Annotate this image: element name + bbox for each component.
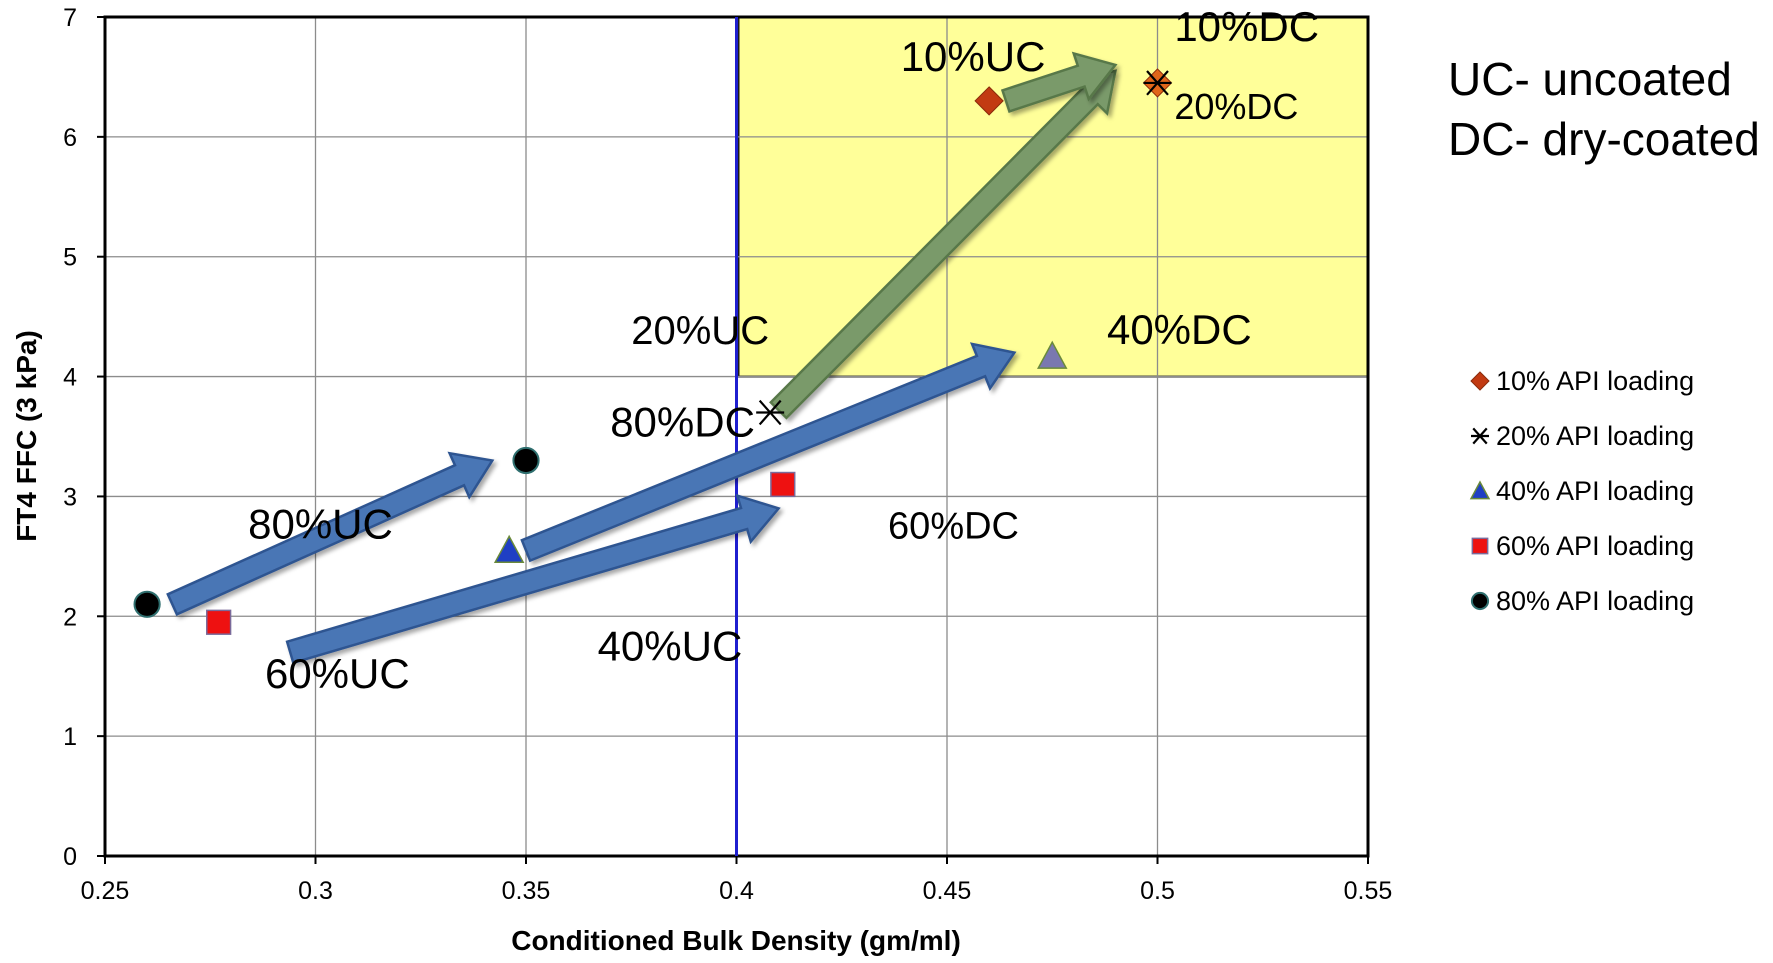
star-marker	[1143, 70, 1172, 96]
legend-label: 40% API loading	[1496, 476, 1694, 506]
y-tick-label: 6	[63, 124, 77, 152]
blue-arrow	[285, 493, 781, 665]
y-tick-label: 7	[63, 4, 77, 32]
blue-arrow	[520, 342, 1017, 563]
square-marker	[206, 609, 232, 635]
point-labels-layer: 10%UC 10%DC 20%DC 20%UC 40%DC 80%DC 80%UC 60%DC…	[248, 3, 1319, 697]
y-tick-label: 3	[63, 483, 77, 511]
triangle-marker	[493, 534, 525, 564]
point-label: 20%DC	[1174, 86, 1298, 127]
triangle-legend-icon	[1469, 480, 1491, 500]
point-label: 40%DC	[1107, 306, 1252, 353]
point-label: 20%UC	[631, 309, 769, 353]
point-label: 80%UC	[248, 500, 393, 547]
legend-item: 60% API loading	[1471, 531, 1694, 561]
markers-layer	[133, 68, 1173, 635]
x-tick-label: 0.45	[923, 877, 972, 905]
x-tick-label: 0.3	[298, 877, 333, 905]
x-tick-label: 0.35	[502, 877, 551, 905]
x-tick-label: 0.4	[719, 877, 754, 905]
highlight-region	[737, 16, 1369, 378]
y-axis-title: FT4 FFC (3 kPa)	[11, 330, 42, 542]
point-label: 10%UC	[901, 33, 1046, 80]
x-tick-label: 0.25	[81, 877, 130, 905]
uc-note: UC- uncoated	[1448, 53, 1732, 105]
diamond-legend-icon	[1470, 371, 1490, 391]
y-axis-ticks: 0 1 2 3 4 5 6 7	[63, 4, 105, 871]
triangle-marker	[1036, 340, 1068, 369]
square-legend-icon	[1471, 537, 1489, 555]
diamond-marker	[974, 86, 1004, 116]
y-tick-label: 2	[63, 603, 77, 631]
legend-label: 20% API loading	[1496, 421, 1694, 451]
star-marker	[756, 399, 785, 426]
green-arrow	[1000, 51, 1118, 113]
point-label: 60%UC	[265, 650, 410, 697]
y-tick-label: 1	[63, 723, 77, 751]
y-tick-label: 0	[63, 843, 77, 871]
x-axis-title: Conditioned Bulk Density (gm/ml)	[511, 925, 961, 956]
circle-legend-icon	[1470, 591, 1490, 611]
y-tick-label: 4	[63, 364, 77, 392]
legend-label: 80% API loading	[1496, 586, 1694, 616]
circle-marker	[512, 446, 540, 475]
legend-item: 10% API loading	[1470, 366, 1694, 396]
legend-label: 60% API loading	[1496, 531, 1694, 561]
circle-marker	[133, 590, 161, 618]
x-tick-label: 0.55	[1344, 877, 1393, 905]
legend: 10% API loading 20% API loading 40% API lo…	[1469, 366, 1694, 616]
star-legend-icon	[1471, 427, 1489, 445]
point-label: 40%UC	[598, 623, 743, 670]
legend-item: 20% API loading	[1471, 421, 1694, 451]
blue-arrow	[166, 451, 495, 616]
arrows-layer	[166, 51, 1118, 665]
square-marker	[770, 471, 796, 498]
x-tick-label: 0.5	[1140, 877, 1175, 905]
point-label: 80%DC	[610, 399, 755, 446]
dc-note: DC- dry-coated	[1448, 113, 1760, 165]
x-axis-ticks: 0.25 0.3 0.35 0.4 0.45 0.5 0.55	[81, 856, 1393, 905]
legend-item: 40% API loading	[1469, 476, 1694, 506]
legend-label: 10% API loading	[1496, 366, 1694, 396]
point-label: 60%DC	[888, 505, 1019, 547]
y-tick-label: 5	[63, 244, 77, 272]
point-label: 10%DC	[1174, 3, 1319, 50]
legend-item: 80% API loading	[1470, 586, 1694, 616]
